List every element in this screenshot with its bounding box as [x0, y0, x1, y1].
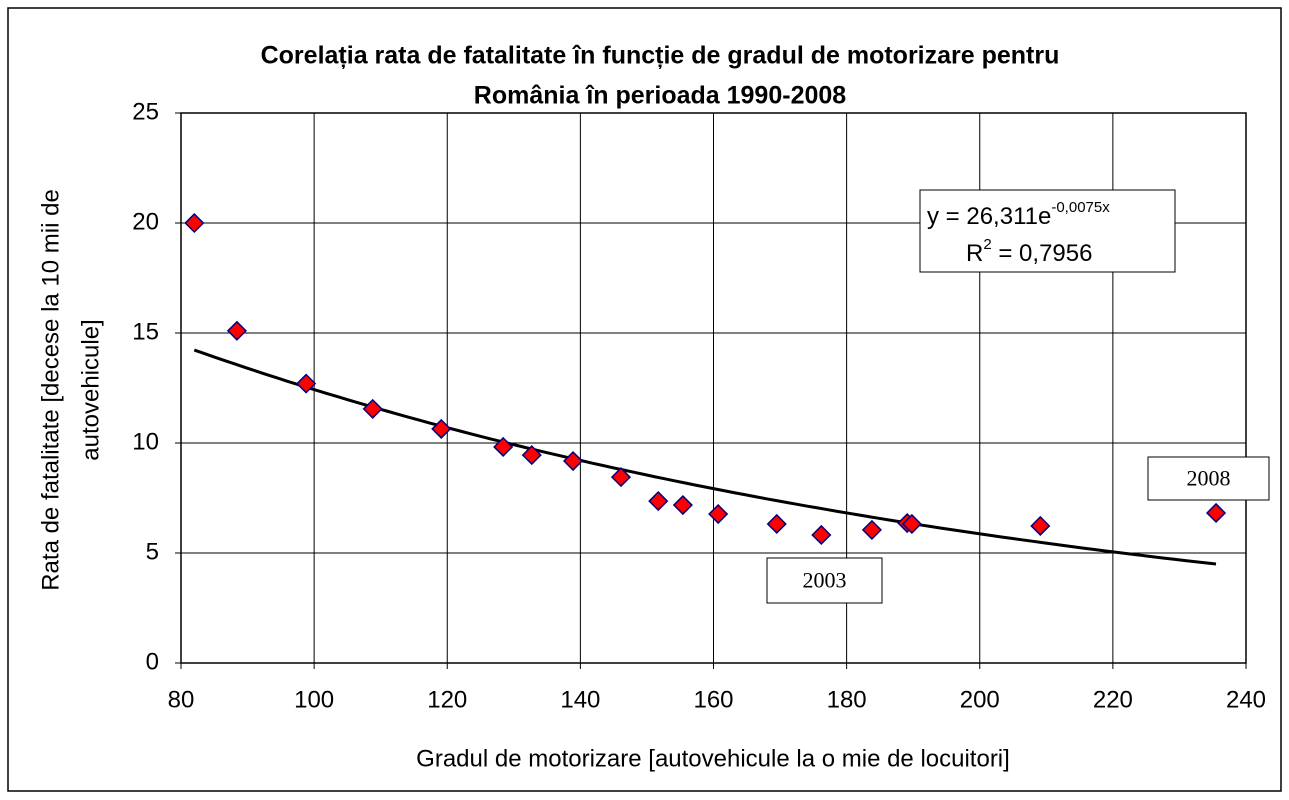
annotation: 2008 — [1187, 466, 1231, 491]
annotation: 2003 — [803, 568, 847, 593]
x-tick-label: 120 — [427, 686, 467, 713]
plot-border — [180, 112, 1247, 664]
equation-coefficient: 26,311 — [966, 203, 1038, 230]
y-tick-label: 10 — [132, 428, 159, 455]
r-squared-value: 0,7956 — [1019, 240, 1092, 267]
equation-part: 2 — [983, 236, 991, 253]
data-point — [648, 491, 669, 512]
equation-part: = — [992, 240, 1019, 267]
chart-title: Corelația rata de fatalitate în funcție … — [261, 42, 1060, 70]
data-point — [431, 418, 452, 439]
data-point — [861, 519, 882, 540]
data-point — [226, 320, 247, 341]
x-tick-label: 200 — [960, 686, 1000, 713]
data-point — [901, 513, 922, 535]
equation-part: y = — [927, 203, 966, 230]
y-tick-label: 25 — [132, 98, 159, 125]
x-axis-label: Gradul de motorizare [autovehicule la o … — [416, 745, 1010, 772]
annotation-box — [1147, 456, 1270, 501]
data-point — [562, 450, 584, 472]
data-point — [493, 436, 514, 458]
data-point — [708, 503, 729, 525]
x-tick-label: 240 — [1226, 686, 1266, 713]
data-point — [362, 398, 383, 419]
chart-title: România în perioada 1990-2008 — [474, 82, 846, 110]
equation-exponent: -0,0075 — [1051, 199, 1102, 216]
y-tick-label: 15 — [132, 318, 159, 345]
equation-part: R — [966, 240, 983, 267]
y-axis-label: autovehicule] — [77, 319, 104, 460]
data-point — [811, 524, 832, 546]
r-squared: R2 = 0,7956 — [966, 236, 1092, 267]
y-tick-label: 5 — [146, 538, 159, 565]
y-tick-label: 0 — [146, 648, 159, 675]
data-point — [296, 373, 317, 394]
data-point — [1030, 515, 1051, 537]
x-tick-label: 80 — [168, 686, 195, 713]
x-tick-label: 100 — [294, 686, 334, 713]
x-tick-label: 220 — [1093, 686, 1133, 713]
data-point — [1205, 502, 1227, 524]
data-point — [766, 513, 787, 535]
data-point — [184, 212, 205, 234]
x-tick-label: 180 — [827, 686, 867, 713]
x-tick-label: 160 — [693, 686, 733, 713]
equation-part: x — [1102, 199, 1110, 216]
equation-box — [919, 189, 1176, 273]
data-point — [521, 445, 542, 466]
equation-part: e — [1038, 203, 1051, 230]
data-point — [610, 467, 632, 488]
data-point — [672, 494, 693, 516]
trendline — [193, 348, 1217, 566]
y-axis-label: Rata de fatalitate [decese la 10 mii de — [37, 189, 64, 591]
equation: y = 26,311e-0,0075x — [927, 199, 1110, 230]
annotation-box — [766, 557, 883, 604]
y-tick-label: 20 — [132, 208, 159, 235]
x-tick-label: 140 — [560, 686, 600, 713]
